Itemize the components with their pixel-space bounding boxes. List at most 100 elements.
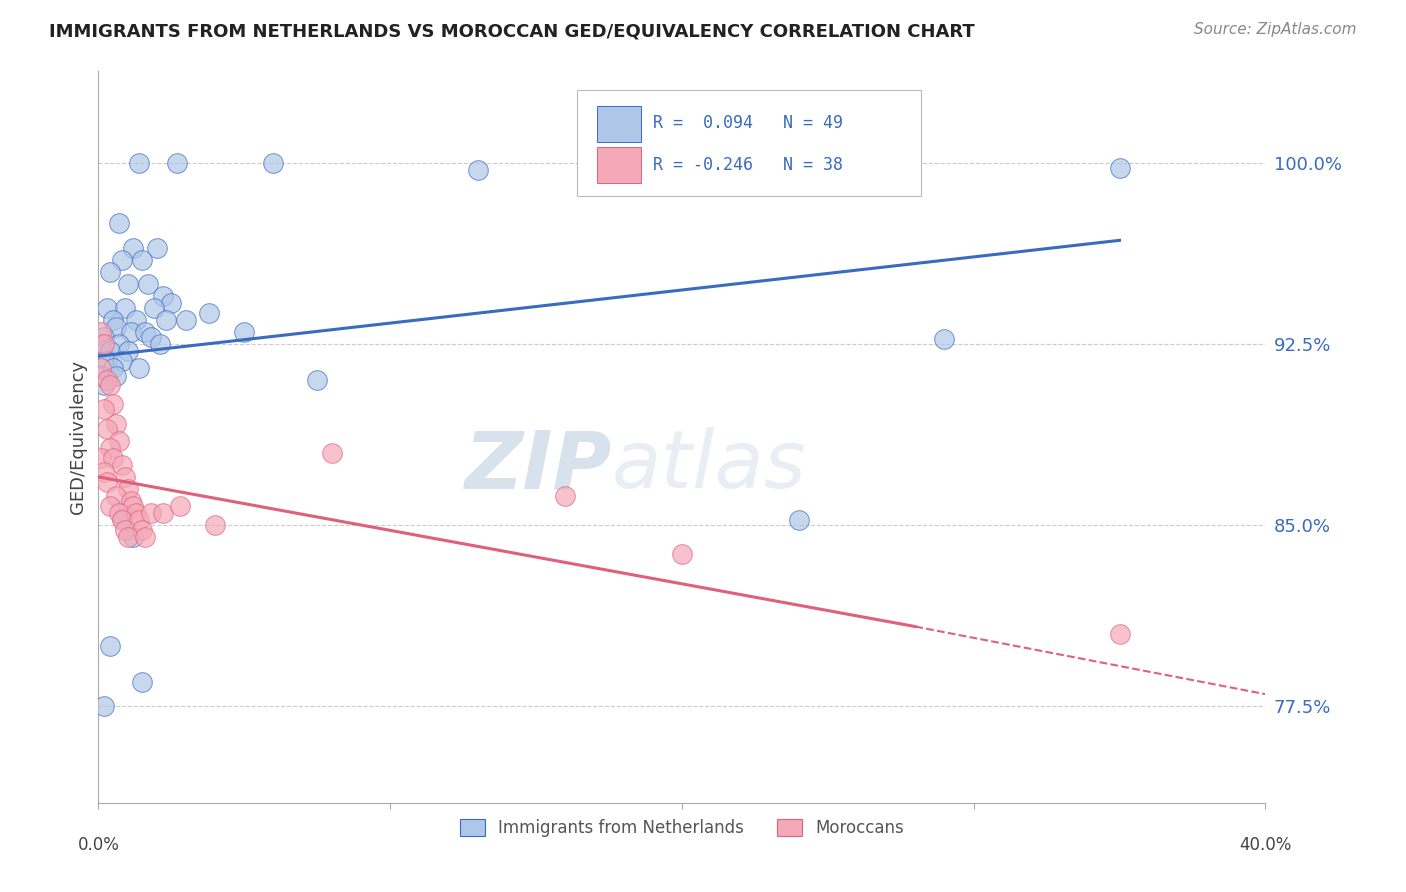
Point <box>117 482 139 496</box>
Point <box>166 156 188 170</box>
Text: 40.0%: 40.0% <box>1239 836 1292 854</box>
Point <box>98 639 121 653</box>
Point <box>120 325 142 339</box>
Text: atlas: atlas <box>612 427 807 506</box>
Point <box>149 337 172 351</box>
Bar <box>596 146 641 183</box>
Point <box>101 450 124 465</box>
Point <box>128 513 150 527</box>
Legend: Immigrants from Netherlands, Moroccans: Immigrants from Netherlands, Moroccans <box>451 811 912 846</box>
Point <box>117 530 139 544</box>
Point <box>93 337 115 351</box>
Point <box>174 313 197 327</box>
Point <box>128 156 150 170</box>
Point <box>90 325 112 339</box>
Point <box>134 530 156 544</box>
Point <box>93 402 115 417</box>
Y-axis label: GED/Equivalency: GED/Equivalency <box>69 360 87 514</box>
Point <box>671 547 693 561</box>
Point <box>96 422 118 436</box>
Point <box>111 354 134 368</box>
Point <box>160 296 183 310</box>
Point <box>111 458 134 472</box>
FancyBboxPatch shape <box>576 90 921 195</box>
Point <box>111 513 134 527</box>
Point <box>108 506 131 520</box>
Point <box>1108 161 1130 175</box>
Point <box>467 163 489 178</box>
Point <box>114 301 136 315</box>
Point <box>96 301 118 315</box>
Point <box>122 530 145 544</box>
Point <box>198 306 221 320</box>
Point <box>934 332 956 346</box>
Point <box>122 241 145 255</box>
Point <box>120 494 142 508</box>
Point <box>131 252 153 267</box>
Text: IMMIGRANTS FROM NETHERLANDS VS MOROCCAN GED/EQUIVALENCY CORRELATION CHART: IMMIGRANTS FROM NETHERLANDS VS MOROCCAN … <box>49 22 974 40</box>
Point <box>136 277 159 291</box>
Bar <box>596 106 641 143</box>
Point <box>98 499 121 513</box>
Point <box>108 434 131 448</box>
Point <box>101 313 124 327</box>
Text: R =  0.094   N = 49: R = 0.094 N = 49 <box>652 114 842 132</box>
Point <box>169 499 191 513</box>
Text: ZIP: ZIP <box>464 427 612 506</box>
Point <box>1108 627 1130 641</box>
Point <box>122 499 145 513</box>
Point <box>90 368 112 383</box>
Point <box>93 699 115 714</box>
Point <box>96 373 118 387</box>
Point <box>134 325 156 339</box>
Point <box>142 301 165 315</box>
Point <box>125 506 148 520</box>
Point <box>90 337 112 351</box>
Point <box>204 518 226 533</box>
Point <box>104 417 127 431</box>
Point <box>98 344 121 359</box>
Point <box>146 241 169 255</box>
Point <box>98 378 121 392</box>
Point <box>98 265 121 279</box>
Point <box>93 330 115 344</box>
Point <box>90 361 112 376</box>
Point <box>90 450 112 465</box>
Point <box>321 446 343 460</box>
Point <box>131 523 153 537</box>
Point <box>139 506 162 520</box>
Point <box>104 320 127 334</box>
Point <box>101 361 124 376</box>
Point <box>262 156 284 170</box>
Point <box>128 361 150 376</box>
Point <box>787 513 810 527</box>
Point <box>114 470 136 484</box>
Point <box>307 373 329 387</box>
Point <box>117 277 139 291</box>
Point <box>96 475 118 489</box>
Point <box>114 523 136 537</box>
Point <box>131 675 153 690</box>
Point <box>104 368 127 383</box>
Point <box>233 325 256 339</box>
Point <box>152 289 174 303</box>
Point <box>152 506 174 520</box>
Point <box>108 337 131 351</box>
Text: R = -0.246   N = 38: R = -0.246 N = 38 <box>652 156 842 174</box>
Point <box>125 313 148 327</box>
Point <box>554 489 576 503</box>
Point <box>96 354 118 368</box>
Point <box>117 344 139 359</box>
Point <box>111 511 134 525</box>
Text: 0.0%: 0.0% <box>77 836 120 854</box>
Point <box>98 441 121 455</box>
Point <box>111 252 134 267</box>
Point <box>93 378 115 392</box>
Point <box>101 397 124 411</box>
Point <box>155 313 177 327</box>
Point <box>93 465 115 479</box>
Text: Source: ZipAtlas.com: Source: ZipAtlas.com <box>1194 22 1357 37</box>
Point <box>139 330 162 344</box>
Point <box>104 489 127 503</box>
Point <box>108 216 131 230</box>
